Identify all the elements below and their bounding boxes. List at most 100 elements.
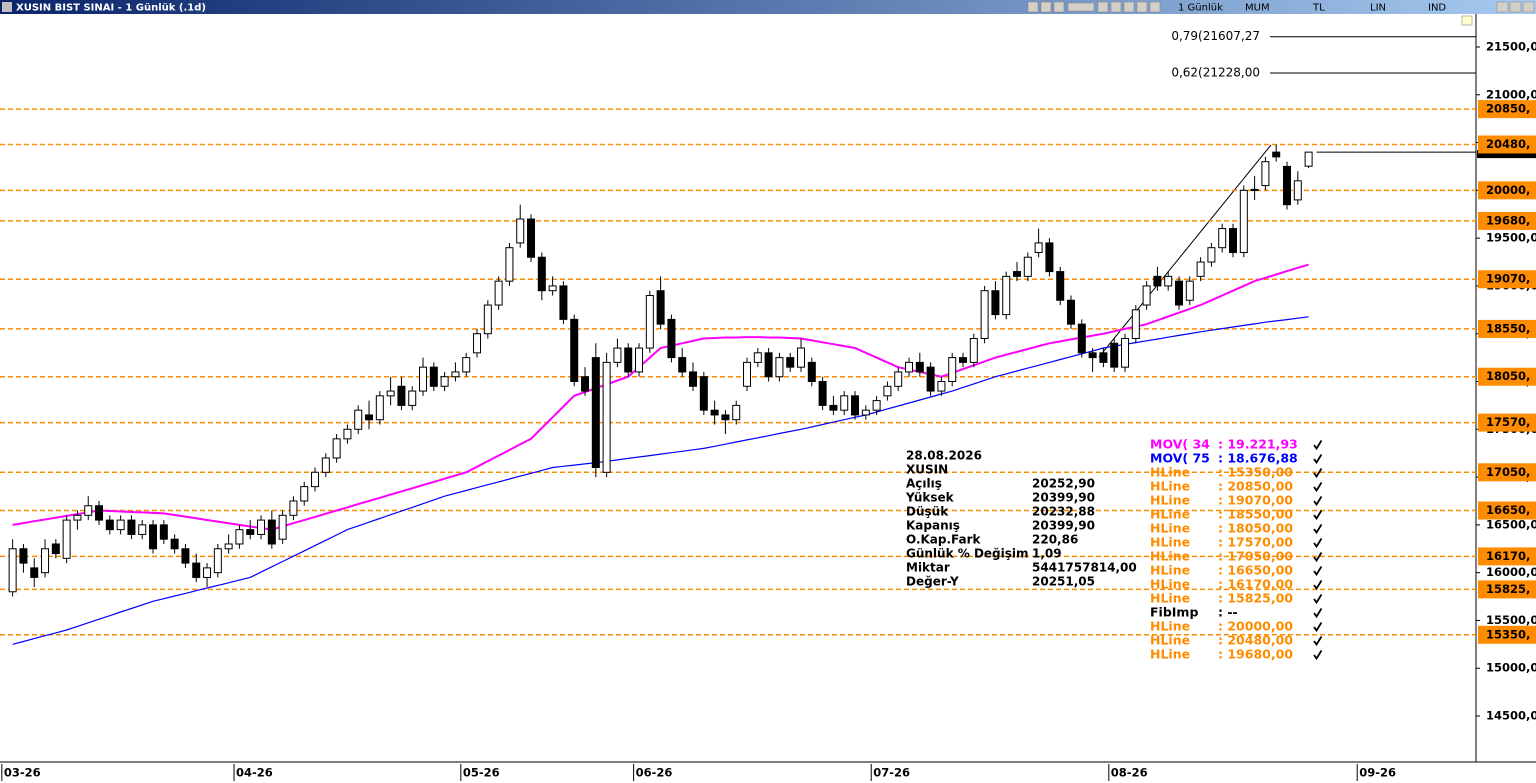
candle-body xyxy=(505,247,514,282)
hline-label-box xyxy=(1478,501,1536,520)
candle-body xyxy=(127,519,136,535)
candle-body xyxy=(429,366,438,387)
candle-body xyxy=(278,514,287,540)
candle-body xyxy=(1110,342,1119,368)
candle-body xyxy=(937,381,946,392)
moving-average xyxy=(12,263,1309,531)
candle-body xyxy=(73,514,82,521)
indicator-value: : 19680,00 xyxy=(1218,647,1293,662)
hline-label: 15825, xyxy=(1486,582,1530,596)
x-tick-label: 06-26 xyxy=(636,766,673,780)
info-label: Günlük % Değişim xyxy=(906,547,1029,561)
legend-name: MOV( 34 xyxy=(1150,437,1210,452)
candle-body xyxy=(775,357,784,378)
candle-body xyxy=(1142,285,1151,306)
y-tick-label: 16000,0 xyxy=(1486,565,1536,579)
check-icon xyxy=(1313,552,1323,563)
toolbar-item: TL xyxy=(1312,3,1325,14)
check-icon xyxy=(1313,622,1323,633)
indicator-name: HLine xyxy=(1150,647,1190,662)
panel-icon[interactable] xyxy=(1461,15,1473,26)
candle-body xyxy=(1056,271,1065,301)
candle-body xyxy=(1207,247,1216,263)
info-label: Kapanış xyxy=(906,519,960,533)
indicator-value: : 17050,00 xyxy=(1218,549,1293,564)
candle-body xyxy=(948,357,957,383)
candle-body xyxy=(991,290,1000,316)
candle-body xyxy=(1175,280,1184,306)
check-icon xyxy=(1313,580,1323,591)
candle-body xyxy=(699,376,708,411)
info-label: Yüksek xyxy=(905,491,955,505)
last-price-marker xyxy=(1477,150,1536,159)
x-tick-label: 07-26 xyxy=(873,766,910,780)
candle-body xyxy=(645,294,654,349)
indicator-name: HLine xyxy=(1150,493,1190,508)
candle-body xyxy=(602,361,611,473)
hline-label: 20850, xyxy=(1486,102,1530,116)
indicator-name: HLine xyxy=(1150,619,1190,634)
indicator-value: : 16170,00 xyxy=(1218,577,1293,592)
hline-label: 16650, xyxy=(1486,503,1530,517)
hline-label: 15350, xyxy=(1486,627,1530,641)
candle-body xyxy=(1229,228,1238,253)
toolbar-item: 1 Günlük xyxy=(1178,3,1223,14)
indicator-name: HLine xyxy=(1150,507,1190,522)
candle-body xyxy=(926,366,935,392)
hline-label: 20000, xyxy=(1486,183,1530,197)
candle-body xyxy=(8,548,17,593)
info-symbol: XUSIN xyxy=(906,463,948,477)
info-value: 1,09 xyxy=(1032,547,1062,561)
candle-body xyxy=(872,400,881,411)
candle-body xyxy=(1218,228,1227,249)
info-value: 20399,90 xyxy=(1032,519,1095,533)
candle-body xyxy=(149,524,158,550)
indicator-name: HLine xyxy=(1150,549,1190,564)
hline-label-box xyxy=(1478,211,1536,230)
hline-label: 16170, xyxy=(1486,549,1530,563)
candle-body xyxy=(30,567,39,578)
candle-body xyxy=(224,543,233,550)
candle-body xyxy=(19,548,28,564)
hline-label-box xyxy=(1478,319,1536,338)
candle-body xyxy=(1077,323,1086,354)
window-buttons[interactable] xyxy=(1496,1,1535,13)
candle-body xyxy=(397,385,406,406)
candle-body xyxy=(732,404,741,421)
candle-body xyxy=(462,357,471,373)
candle-body xyxy=(440,376,449,387)
candle-body xyxy=(51,543,60,555)
candle-body xyxy=(483,304,492,335)
hline-label-box xyxy=(1478,413,1536,432)
candle-body xyxy=(829,404,838,411)
indicator-value: : 20850,00 xyxy=(1218,479,1293,494)
fib-label: 0,62(21228,00 xyxy=(1171,65,1260,79)
candle-body xyxy=(764,352,773,378)
candle-body xyxy=(1164,275,1173,287)
candle-body xyxy=(246,529,255,535)
info-label: Değer-Y xyxy=(906,575,959,589)
candle-body xyxy=(419,366,428,392)
candle-body xyxy=(570,318,579,383)
hline-label-box xyxy=(1478,135,1536,154)
candle-body xyxy=(883,385,892,397)
x-tick-label: 05-26 xyxy=(463,766,500,780)
candle-body xyxy=(1121,337,1130,368)
candle-body xyxy=(1131,309,1140,339)
check-icon xyxy=(1313,468,1323,479)
info-value: 20252,90 xyxy=(1032,477,1095,491)
candle-body xyxy=(613,347,622,363)
check-icon xyxy=(1313,482,1323,493)
y-tick-label: 21000,0 xyxy=(1486,87,1536,101)
candle-body xyxy=(1023,256,1032,277)
candle-body xyxy=(797,347,806,368)
indicator-value: : 15350,00 xyxy=(1218,465,1293,480)
indicator-value: : 16650,00 xyxy=(1218,563,1293,578)
candle-body xyxy=(159,524,168,540)
candle-body xyxy=(257,519,266,535)
toolbar-item: IND xyxy=(1428,3,1446,14)
candle-body xyxy=(235,529,244,545)
x-tick-label: 09-26 xyxy=(1359,766,1396,780)
hline-label-box xyxy=(1478,463,1536,482)
candle-body xyxy=(559,285,568,320)
